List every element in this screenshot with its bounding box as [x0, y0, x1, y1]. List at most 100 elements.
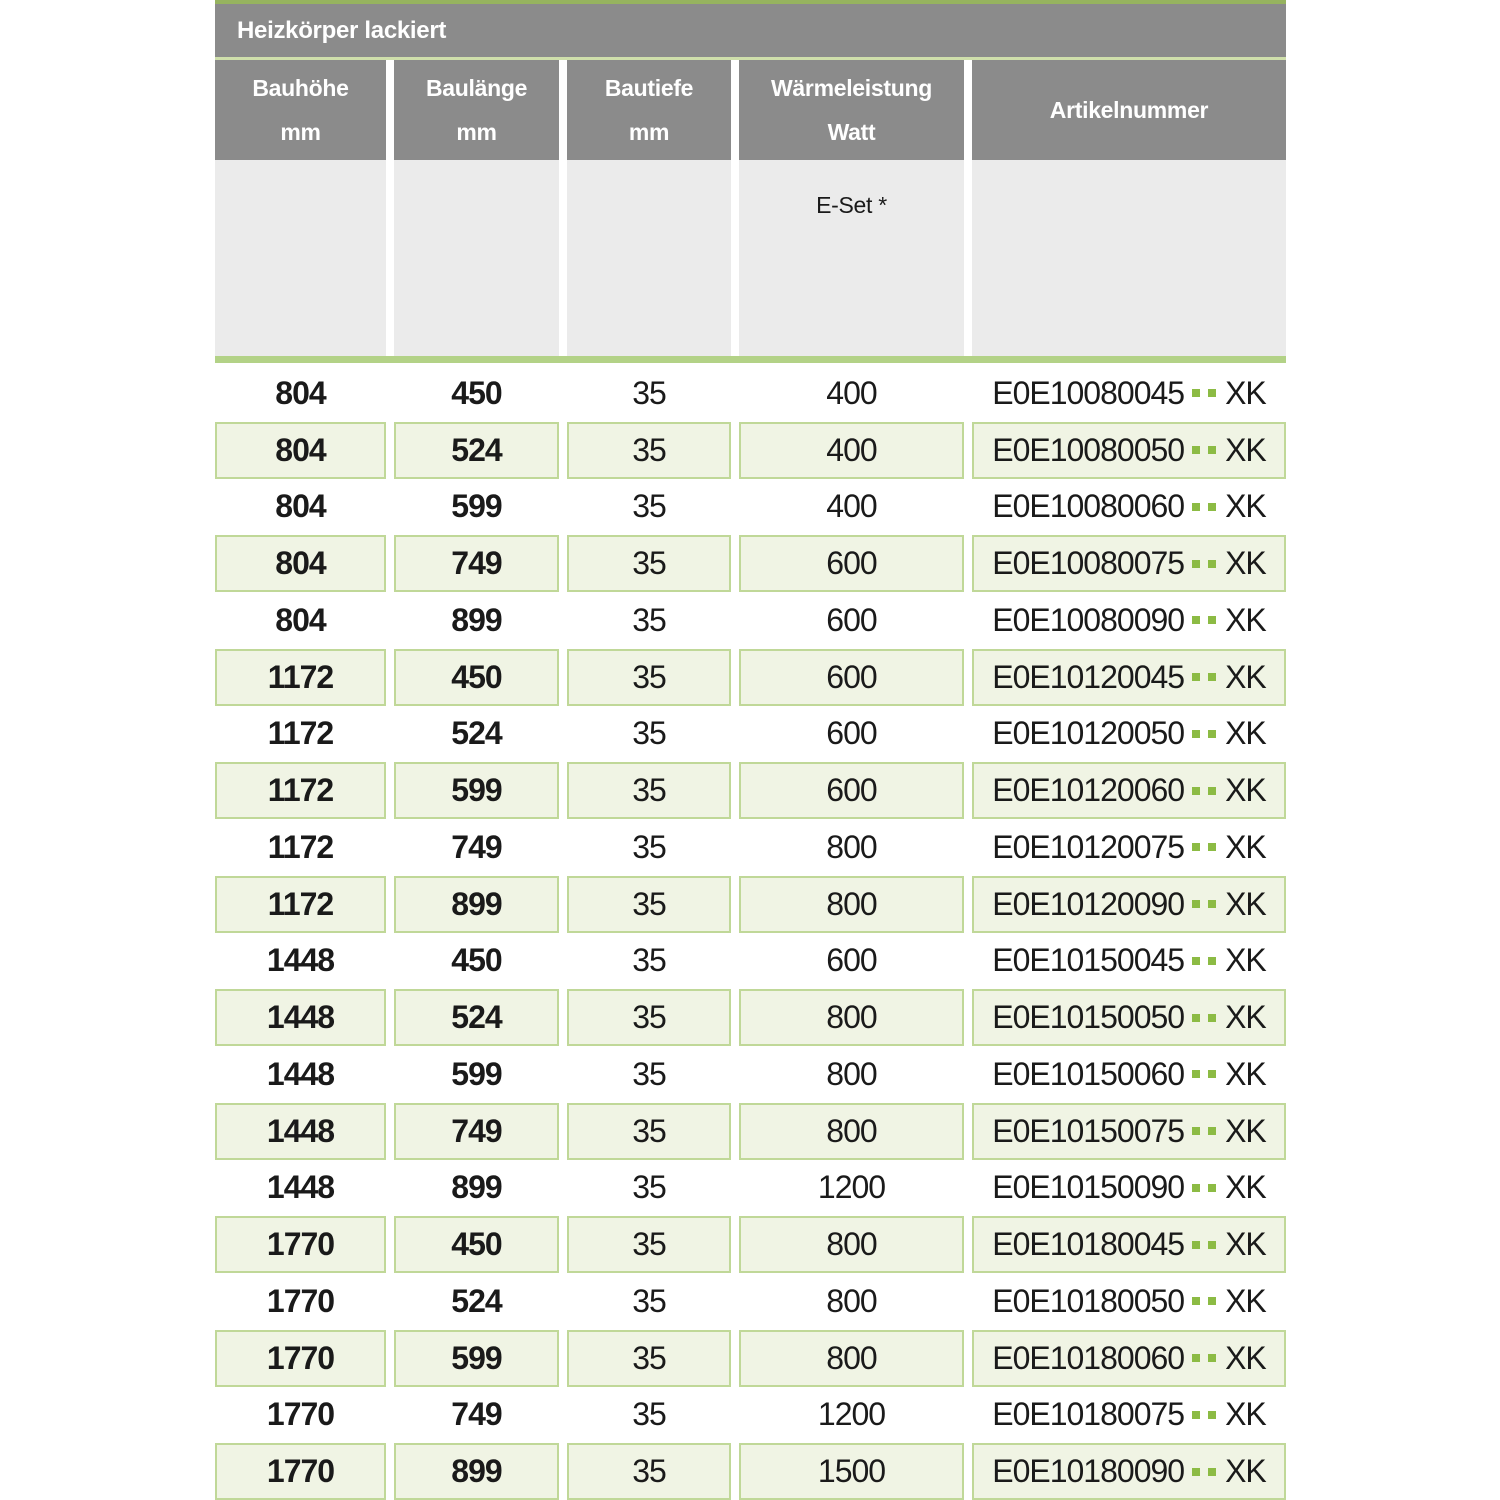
cell-bauhoehe: 1770: [215, 1216, 386, 1273]
cell-artikelnummer: E0E10080060 XK: [972, 478, 1286, 536]
header-body-divider-line: [215, 356, 1286, 363]
cell-bautiefe: 35: [567, 648, 731, 706]
table-row: 1172 899 35 800 E0E10120090 XK: [215, 875, 1286, 933]
placeholder-dot-icon: [1208, 729, 1217, 738]
placeholder-dot-icon: [1192, 1467, 1201, 1476]
placeholder-dot-icon: [1192, 786, 1201, 795]
artikel-suffix: XK: [1225, 999, 1267, 1036]
table-row: 804 524 35 400 E0E10080050 XK: [215, 421, 1286, 479]
cell-bautiefe: 35: [567, 592, 731, 649]
column-header-row: Bauhöhe mm Baulänge mm Bautiefe mm Wärme…: [215, 60, 1286, 160]
cell-artikelnummer: E0E10120075 XK: [972, 819, 1286, 876]
placeholder-dot-icon: [1192, 843, 1201, 852]
cell-waermeleistung: 400: [739, 421, 964, 479]
cell-artikelnummer: E0E10080050 XK: [972, 421, 1286, 479]
artikel-prefix: E0E10120045: [992, 658, 1185, 695]
cell-bauhoehe: 1172: [215, 819, 386, 876]
cell-artikelnummer: E0E10150090 XK: [972, 1159, 1286, 1217]
cell-waermeleistung: 400: [739, 478, 964, 536]
table-row: 1770 524 35 800 E0E10180050 XK: [215, 1273, 1286, 1330]
placeholder-dot-icon: [1208, 1127, 1217, 1136]
table-title: Heizkörper lackiert: [215, 4, 1286, 57]
cell-artikelnummer: E0E10150045 XK: [972, 932, 1286, 990]
artikel-suffix: XK: [1225, 1396, 1267, 1433]
cell-baulaenge: 899: [394, 875, 559, 933]
placeholder-dot-icon: [1192, 1070, 1201, 1079]
cell-artikelnummer: E0E10180075 XK: [972, 1386, 1286, 1444]
cell-waermeleistung: 400: [739, 365, 964, 422]
column-header-bautiefe: Bautiefe mm: [567, 60, 731, 160]
artikel-prefix: E0E10150045: [992, 942, 1185, 979]
placeholder-dot-icon: [1192, 1297, 1201, 1306]
cell-artikelnummer: E0E10180060 XK: [972, 1329, 1286, 1387]
cell-bautiefe: 35: [567, 365, 731, 422]
placeholder-dot-icon: [1192, 1013, 1201, 1022]
cell-waermeleistung: 800: [739, 875, 964, 933]
table-row: 1448 450 35 600 E0E10150045 XK: [215, 932, 1286, 990]
cell-bauhoehe: 1448: [215, 1102, 386, 1160]
placeholder-dot-icon: [1208, 446, 1217, 455]
cell-waermeleistung: 600: [739, 705, 964, 763]
title-divider-line: [215, 57, 1286, 60]
table-row: 1770 450 35 800 E0E10180045 XK: [215, 1216, 1286, 1273]
cell-baulaenge: 450: [394, 365, 559, 422]
column-header-bauhoehe: Bauhöhe mm: [215, 60, 386, 160]
table-row: 804 450 35 400 E0E10080045 XK: [215, 365, 1286, 422]
cell-artikelnummer: E0E10080045 XK: [972, 365, 1286, 422]
cell-baulaenge: 599: [394, 478, 559, 536]
table-row: 1770 599 35 800 E0E10180060 XK: [215, 1329, 1286, 1387]
column-header-waermeleistung: Wärmeleistung Watt: [739, 60, 964, 160]
table-row: 1172 524 35 600 E0E10120050 XK: [215, 705, 1286, 763]
cell-bauhoehe: 1448: [215, 989, 386, 1046]
table-row: 1172 450 35 600 E0E10120045 XK: [215, 648, 1286, 706]
artikel-prefix: E0E10120050: [992, 715, 1185, 752]
placeholder-dot-icon: [1192, 1240, 1201, 1249]
cell-bautiefe: 35: [567, 705, 731, 763]
cell-baulaenge: 599: [394, 1329, 559, 1387]
placeholder-dot-icon: [1192, 389, 1201, 398]
placeholder-dot-icon: [1192, 1183, 1201, 1192]
artikel-suffix: XK: [1225, 1112, 1267, 1149]
artikel-prefix: E0E10080050: [992, 431, 1185, 468]
cell-waermeleistung: 800: [739, 1329, 964, 1387]
cell-bautiefe: 35: [567, 1443, 731, 1500]
cell-bauhoehe: 1448: [215, 1159, 386, 1217]
cell-artikelnummer: E0E10120090 XK: [972, 875, 1286, 933]
column-label: Wärmeleistung: [771, 75, 932, 101]
artikel-suffix: XK: [1225, 942, 1267, 979]
artikel-suffix: XK: [1225, 772, 1267, 809]
artikel-prefix: E0E10150075: [992, 1112, 1185, 1149]
cell-artikelnummer: E0E10120045 XK: [972, 648, 1286, 706]
table-row: 804 899 35 600 E0E10080090 XK: [215, 592, 1286, 649]
placeholder-dot-icon: [1192, 1127, 1201, 1136]
cell-waermeleistung: 600: [739, 762, 964, 819]
cell-bautiefe: 35: [567, 819, 731, 876]
cell-waermeleistung: 800: [739, 989, 964, 1046]
cell-bautiefe: 35: [567, 932, 731, 990]
placeholder-dot-icon: [1208, 1070, 1217, 1079]
subheader-cell-eset: E-Set *: [739, 160, 964, 356]
cell-waermeleistung: 600: [739, 932, 964, 990]
cell-bauhoehe: 1448: [215, 932, 386, 990]
cell-baulaenge: 524: [394, 1273, 559, 1330]
placeholder-dot-icon: [1192, 502, 1201, 511]
artikel-suffix: XK: [1225, 1282, 1267, 1319]
cell-waermeleistung: 600: [739, 592, 964, 649]
placeholder-dot-icon: [1208, 1013, 1217, 1022]
subheader-cell-bauhoehe: [215, 160, 386, 356]
placeholder-dot-icon: [1208, 900, 1217, 909]
cell-baulaenge: 524: [394, 989, 559, 1046]
cell-bautiefe: 35: [567, 1329, 731, 1387]
cell-bautiefe: 35: [567, 1046, 731, 1103]
table-row: 1448 749 35 800 E0E10150075 XK: [215, 1102, 1286, 1160]
cell-artikelnummer: E0E10180045 XK: [972, 1216, 1286, 1273]
table-row: 804 599 35 400 E0E10080060 XK: [215, 478, 1286, 536]
cell-bauhoehe: 1770: [215, 1329, 386, 1387]
cell-waermeleistung: 800: [739, 1102, 964, 1160]
artikel-suffix: XK: [1225, 545, 1267, 582]
column-header-artikelnummer: Artikelnummer: [972, 60, 1286, 160]
cell-bauhoehe: 804: [215, 421, 386, 479]
artikel-suffix: XK: [1225, 715, 1267, 752]
cell-bautiefe: 35: [567, 762, 731, 819]
column-label: Baulänge: [425, 75, 528, 101]
